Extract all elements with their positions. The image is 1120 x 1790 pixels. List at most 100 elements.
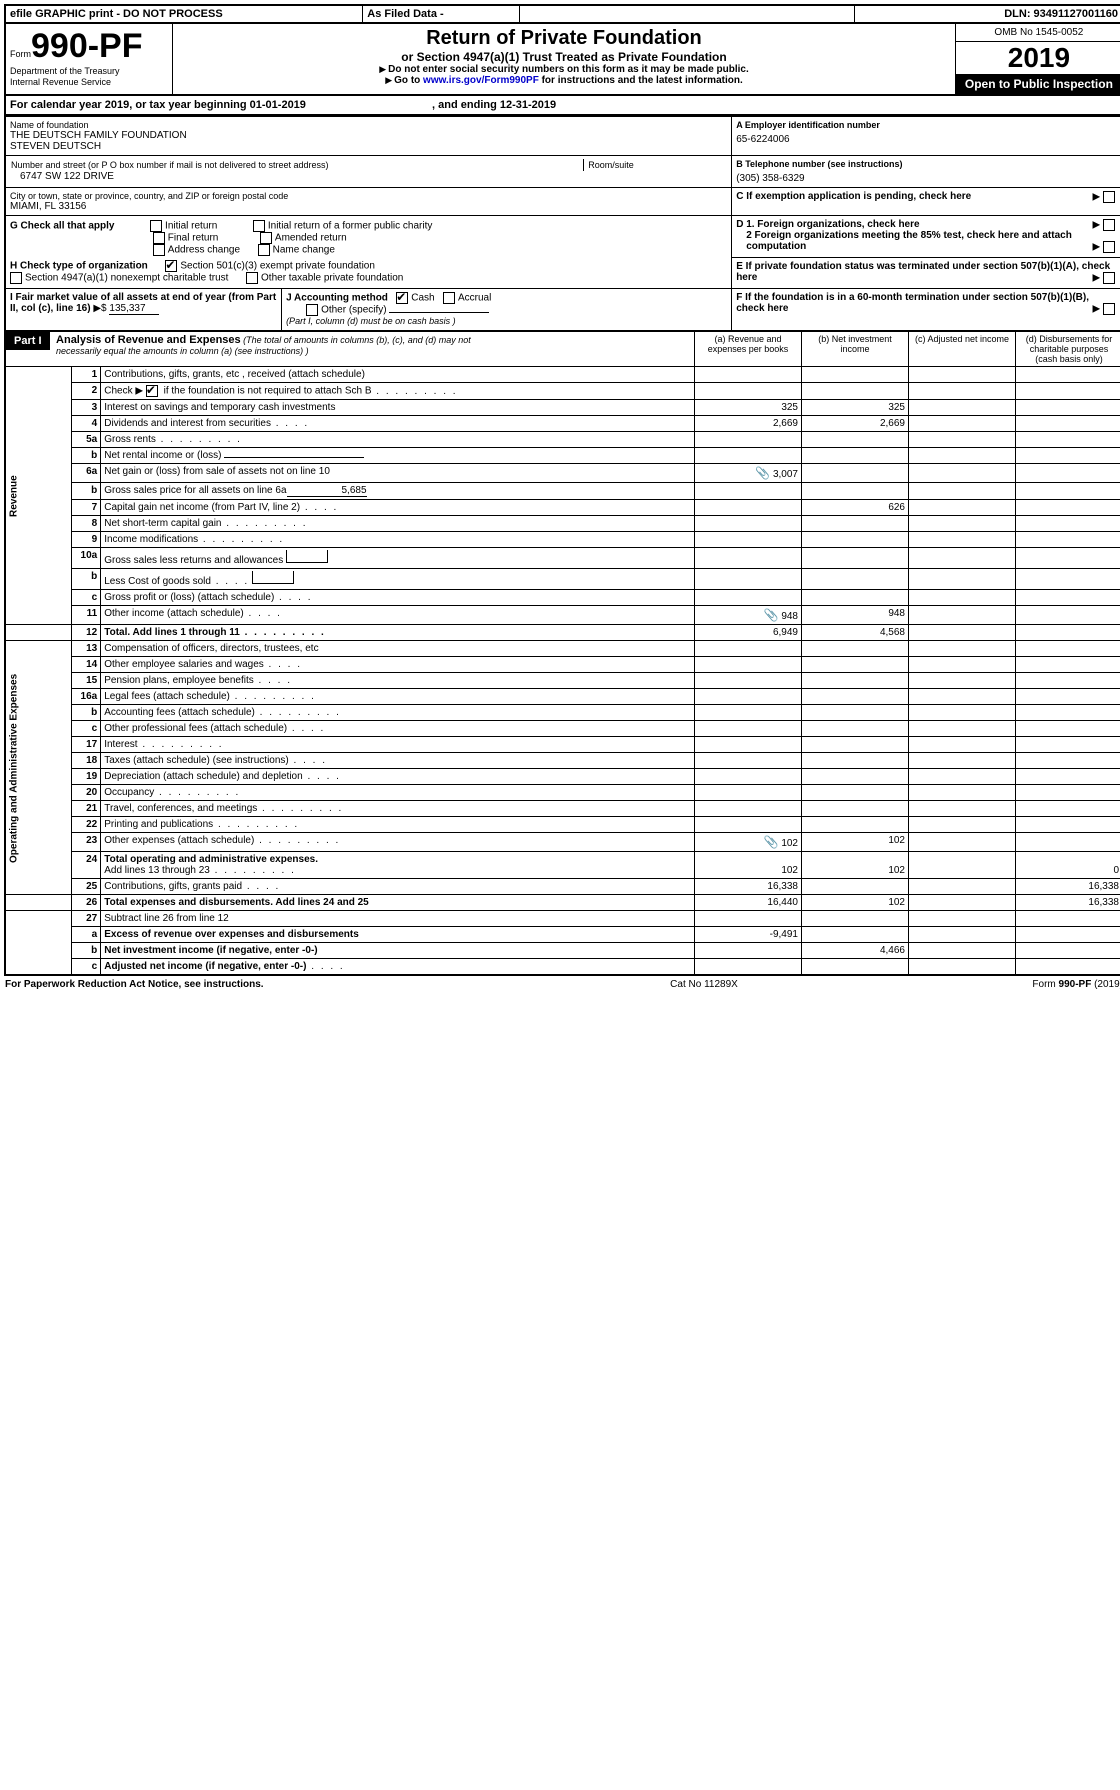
d2-label: 2 Foreign organizations meeting the 85% … [746, 230, 1072, 252]
g-initial[interactable] [150, 220, 162, 232]
page-title: Return of Private Foundation [177, 27, 951, 50]
j-accrual[interactable] [443, 292, 455, 304]
city-label: City or town, state or province, country… [10, 191, 727, 201]
attach-icon[interactable]: 📎 [764, 835, 779, 849]
j-cash[interactable] [396, 292, 408, 304]
line24: Total operating and administrative expen… [101, 852, 695, 879]
asfiled: As Filed Data - [363, 5, 520, 23]
d1-check[interactable] [1103, 219, 1115, 231]
schb-check[interactable] [146, 385, 158, 397]
line27c: Adjusted net income (if negative, enter … [101, 959, 695, 976]
instr-go2: for instructions and the latest informat… [539, 75, 743, 86]
h-other-tax[interactable] [246, 272, 258, 284]
cal-end: , and ending 12-31-2019 [432, 99, 556, 111]
form-990pf: efile GRAPHIC print - DO NOT PROCESS As … [4, 4, 1120, 24]
expenses-label: Operating and Administrative Expenses [5, 641, 72, 895]
line10b: Less Cost of goods sold [101, 569, 695, 590]
h-label: H Check type of organization [10, 261, 148, 272]
page-subtitle: or Section 4947(a)(1) Trust Treated as P… [177, 50, 951, 64]
line4: Dividends and interest from securities [101, 416, 695, 432]
instr-go: Go to [394, 75, 423, 86]
j-label: J Accounting method [286, 293, 388, 304]
line22: Printing and publications [101, 817, 695, 833]
irs-link[interactable]: www.irs.gov/Form990PF [423, 75, 539, 86]
city: MIAMI, FL 33156 [10, 201, 727, 212]
instr-ssn: Do not enter social security numbers on … [388, 64, 749, 75]
irs: Internal Revenue Service [10, 77, 111, 87]
room-label: Room/suite [588, 160, 726, 170]
ein: 65-6224006 [736, 134, 1118, 145]
calendar-bar: For calendar year 2019, or tax year begi… [4, 96, 1120, 116]
line23: Other expenses (attach schedule) [101, 833, 695, 852]
line5b: Net rental income or (loss) [101, 448, 695, 464]
e-check[interactable] [1103, 272, 1115, 284]
line21: Travel, conferences, and meetings [101, 801, 695, 817]
line13: Compensation of officers, directors, tru… [101, 641, 695, 657]
cal-begin: For calendar year 2019, or tax year begi… [10, 99, 306, 111]
i-value: 135,337 [109, 303, 159, 315]
g-final[interactable] [153, 232, 165, 244]
info-block: Name of foundation THE DEUTSCH FAMILY FO… [4, 116, 1120, 331]
j-other[interactable] [306, 304, 318, 316]
h-4947[interactable] [10, 272, 22, 284]
attach-icon[interactable]: 📎 [764, 608, 779, 622]
c-label: C If exemption application is pending, c… [736, 191, 971, 202]
line3: Interest on savings and temporary cash i… [101, 400, 695, 416]
efile-notice: efile GRAPHIC print - DO NOT PROCESS [5, 5, 363, 23]
attach-icon[interactable]: 📎 [755, 466, 770, 480]
form-number: 990-PF [31, 27, 143, 65]
footer: For Paperwork Reduction Act Notice, see … [4, 976, 1120, 991]
form-prefix: Form [10, 49, 31, 59]
revenue-label: Revenue [5, 367, 72, 625]
d2-check[interactable] [1103, 241, 1115, 253]
g-amended[interactable] [260, 232, 272, 244]
g-label: G Check all that apply [10, 221, 114, 232]
dept: Department of the Treasury [10, 66, 120, 76]
line27a: Excess of revenue over expenses and disb… [101, 927, 695, 943]
line16c: Other professional fees (attach schedule… [101, 721, 695, 737]
line6b: Gross sales price for all assets on line… [101, 483, 695, 500]
line7: Capital gain net income (from Part IV, l… [101, 500, 695, 516]
line16b: Accounting fees (attach schedule) [101, 705, 695, 721]
line8: Net short-term capital gain [101, 516, 695, 532]
d1-label: D 1. Foreign organizations, check here [736, 219, 919, 230]
h-501c3[interactable] [165, 260, 177, 272]
part1-title: Analysis of Revenue and Expenses [56, 334, 241, 346]
line10c: Gross profit or (loss) (attach schedule) [101, 590, 695, 606]
phone-label: B Telephone number (see instructions) [736, 159, 1118, 169]
line6a: Net gain or (loss) from sale of assets n… [101, 464, 695, 483]
footer-cat: Cat No 11289X [564, 976, 844, 991]
line12: Total. Add lines 1 through 11 [101, 625, 695, 641]
part1-grid: Part I Analysis of Revenue and Expenses … [4, 331, 1120, 976]
phone: (305) 358-6329 [736, 173, 1118, 184]
g-address[interactable] [153, 244, 165, 256]
footer-form: Form 990-PF (2019) [844, 976, 1120, 991]
c-check[interactable] [1103, 191, 1115, 203]
foundation-name2: STEVEN DEUTSCH [10, 141, 727, 152]
line16a: Legal fees (attach schedule) [101, 689, 695, 705]
col-a: (a) Revenue and expenses per books [695, 332, 802, 367]
col-b: (b) Net investment income [802, 332, 909, 367]
title-block: Form990-PF Department of the Treasury In… [4, 24, 1120, 96]
name-label: Name of foundation [10, 120, 727, 130]
line27: Subtract line 26 from line 12 [101, 911, 695, 927]
line1: Contributions, gifts, grants, etc , rece… [101, 367, 695, 383]
footer-left: For Paperwork Reduction Act Notice, see … [4, 976, 564, 991]
blank [519, 5, 854, 23]
line5a: Gross rents [101, 432, 695, 448]
line26: Total expenses and disbursements. Add li… [101, 895, 695, 911]
tax-year: 2019 [956, 42, 1120, 74]
addr-label: Number and street (or P O box number if … [11, 160, 582, 170]
part1-tag: Part I [6, 332, 50, 350]
line17: Interest [101, 737, 695, 753]
e-label: E If private foundation status was termi… [736, 261, 1110, 283]
i-val-lbl: ▶$ [93, 303, 109, 314]
g-initial-former[interactable] [253, 220, 265, 232]
line2: Check ▶ if the foundation is not require… [101, 383, 695, 400]
line25: Contributions, gifts, grants paid [101, 879, 695, 895]
g-name[interactable] [258, 244, 270, 256]
line19: Depreciation (attach schedule) and deple… [101, 769, 695, 785]
f-check[interactable] [1103, 303, 1115, 315]
col-c: (c) Adjusted net income [909, 332, 1016, 367]
j-note: (Part I, column (d) must be on cash basi… [286, 316, 456, 326]
